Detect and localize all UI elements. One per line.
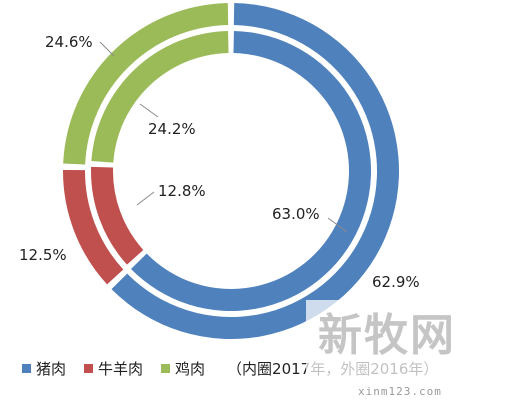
outer-slice-beef-mutton xyxy=(63,170,124,285)
inner-ring xyxy=(91,31,372,312)
inner-label-chicken: 24.2% xyxy=(148,120,196,138)
outer-slice-chicken xyxy=(63,3,229,165)
inner-leader-beef-mutton xyxy=(136,191,155,206)
legend-item-pork: 猪肉 xyxy=(22,358,66,379)
data-labels: 63.0% 12.8% 24.2% 62.9% 12.5% 24.6% xyxy=(19,33,420,291)
legend-swatch-chicken xyxy=(161,363,171,373)
watermark-logo: 新牧网 xyxy=(318,310,456,361)
outer-ring xyxy=(63,3,399,339)
outer-label-beef-mutton: 12.5% xyxy=(19,246,67,264)
watermark-url: xinm123.com xyxy=(358,385,442,398)
inner-slice-beef-mutton xyxy=(91,166,144,265)
legend-label-pork: 猪肉 xyxy=(36,359,67,378)
leader-lines xyxy=(99,41,348,233)
inner-slice-pork xyxy=(130,31,372,312)
inner-label-pork: 63.0% xyxy=(272,205,320,223)
inner-leader-pork xyxy=(327,217,348,233)
outer-label-chicken: 24.6% xyxy=(45,33,93,51)
outer-leader-chicken xyxy=(99,41,115,57)
inner-label-beef-mutton: 12.8% xyxy=(158,182,206,200)
outer-label-pork: 62.9% xyxy=(372,273,420,291)
inner-leader-chicken xyxy=(139,103,159,118)
inner-slice-chicken xyxy=(91,31,229,163)
legend-swatch-beef-mutton xyxy=(84,363,94,373)
legend-item-chicken: 鸡肉 xyxy=(161,358,205,379)
legend-label-beef-mutton: 牛羊肉 xyxy=(98,359,144,378)
watermark-backdrop xyxy=(306,300,496,378)
legend-label-chicken: 鸡肉 xyxy=(175,359,206,378)
legend-swatch-pork xyxy=(22,363,31,373)
legend-item-beef-mutton: 牛羊肉 xyxy=(84,358,143,379)
outer-slice-pork xyxy=(111,3,399,339)
